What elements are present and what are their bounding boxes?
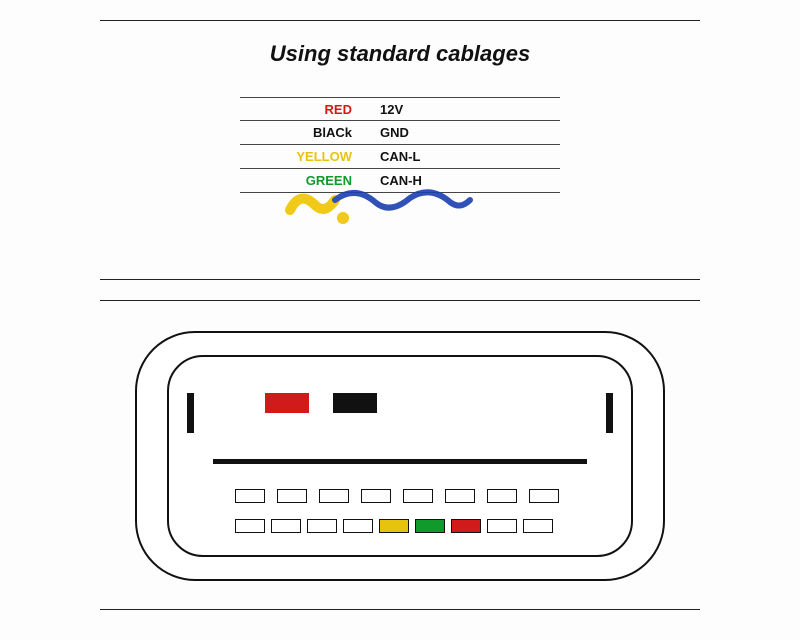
connector-pin-small: [487, 489, 517, 503]
connector-pin-small: [523, 519, 553, 533]
connector-pin-small: [445, 489, 475, 503]
page-title: Using standard cablages: [100, 41, 700, 67]
connector-pin-small: [235, 519, 265, 533]
legend-panel: Using standard cablages RED12VBlACkGNDYE…: [100, 20, 700, 280]
middle-pin-row: [235, 489, 559, 503]
connector-pin-small: [343, 519, 373, 533]
connector-diagram: [135, 331, 665, 581]
legend-row: RED12V: [240, 97, 560, 121]
color-legend-table: RED12VBlACkGNDYELLOWCAN-LGREENCAN-H: [240, 97, 560, 193]
connector-pin-small: [451, 519, 481, 533]
legend-row: BlACkGND: [240, 121, 560, 145]
legend-row: GREENCAN-H: [240, 169, 560, 193]
connector-pin-large: [265, 393, 309, 413]
legend-color-label: BlACk: [240, 125, 380, 140]
legend-color-label: RED: [240, 102, 380, 117]
connector-pin-small: [307, 519, 337, 533]
legend-color-label: YELLOW: [240, 149, 380, 164]
connector-pin-small: [271, 519, 301, 533]
connector-pin-small: [415, 519, 445, 533]
alignment-notch-right: [606, 393, 613, 433]
connector-panel: [100, 300, 700, 610]
legend-row: YELLOWCAN-L: [240, 145, 560, 169]
legend-signal-label: CAN-L: [380, 149, 540, 164]
legend-signal-label: 12V: [380, 102, 540, 117]
alignment-notch-left: [187, 393, 194, 433]
top-pin-row: [265, 393, 377, 413]
connector-pin-small: [319, 489, 349, 503]
connector-pin-small: [529, 489, 559, 503]
connector-pin-small: [403, 489, 433, 503]
connector-pin-small: [361, 489, 391, 503]
legend-signal-label: GND: [380, 125, 540, 140]
connector-pin-large: [333, 393, 377, 413]
bottom-pin-row: [235, 519, 553, 533]
connector-pin-small: [235, 489, 265, 503]
legend-color-label: GREEN: [240, 173, 380, 188]
connector-pin-small: [379, 519, 409, 533]
connector-pin-small: [487, 519, 517, 533]
connector-divider-bar: [213, 459, 587, 464]
legend-signal-label: CAN-H: [380, 173, 540, 188]
connector-pin-small: [277, 489, 307, 503]
